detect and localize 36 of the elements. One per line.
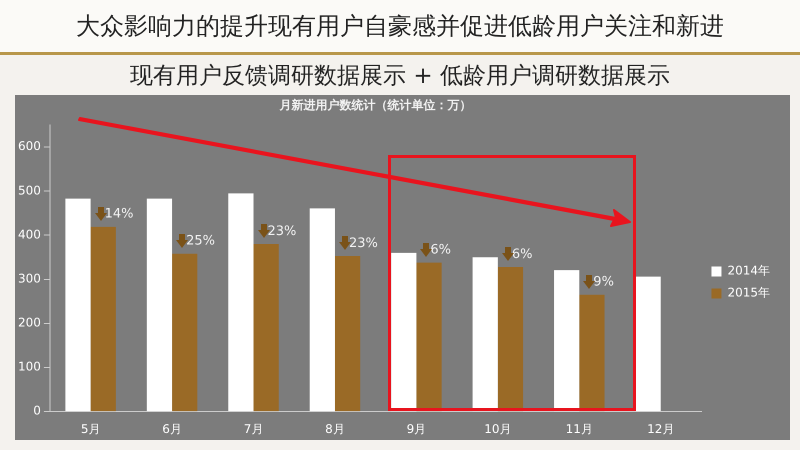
y-tick-label: 400 <box>18 227 41 242</box>
bar <box>334 256 360 412</box>
bar <box>65 198 91 412</box>
annotation: 14% <box>104 206 134 222</box>
annotation: 6% <box>512 246 532 262</box>
annotation: 25% <box>186 234 215 249</box>
bar <box>172 254 198 412</box>
annotation: 9% <box>593 274 614 290</box>
y-tick-label: 200 <box>18 316 41 330</box>
y-tick-label: 0 <box>33 404 41 418</box>
annotation: 6% <box>430 242 452 258</box>
bar <box>310 208 335 412</box>
bar <box>90 226 116 412</box>
x-tick-label: 9月 <box>406 422 426 436</box>
bar <box>635 276 661 412</box>
annotation: 23% <box>268 224 296 239</box>
y-tick-label: 300 <box>18 271 41 286</box>
legend-label: 2014年 <box>727 264 770 278</box>
x-tick-label: 5月 <box>80 422 100 436</box>
y-tick-label: 600 <box>18 139 41 154</box>
y-tick-label: 100 <box>18 360 41 374</box>
chart-title: 大众影响力的提升现有用户自豪感并促进低龄用户关注和新进 <box>76 11 724 42</box>
x-tick-label: 7月 <box>244 422 264 436</box>
x-tick-label: 11月 <box>566 422 593 436</box>
bar <box>228 193 254 412</box>
x-tick-label: 12月 <box>647 422 674 436</box>
text: 月新进用户数统计（统计单位：万） <box>278 98 472 112</box>
x-tick-label: 10月 <box>484 422 512 436</box>
bar <box>146 198 172 412</box>
legend-label: 2015年 <box>727 286 770 300</box>
bar <box>254 244 279 412</box>
x-tick-label: 6月 <box>162 422 182 436</box>
y-tick-label: 500 <box>18 183 41 198</box>
annotation: 23% <box>348 236 378 251</box>
x-tick-label: 8月 <box>325 422 345 436</box>
chart-subtitle: 现有用户反馈调研数据展示 + 低龄用户调研数据展示 <box>129 62 671 91</box>
